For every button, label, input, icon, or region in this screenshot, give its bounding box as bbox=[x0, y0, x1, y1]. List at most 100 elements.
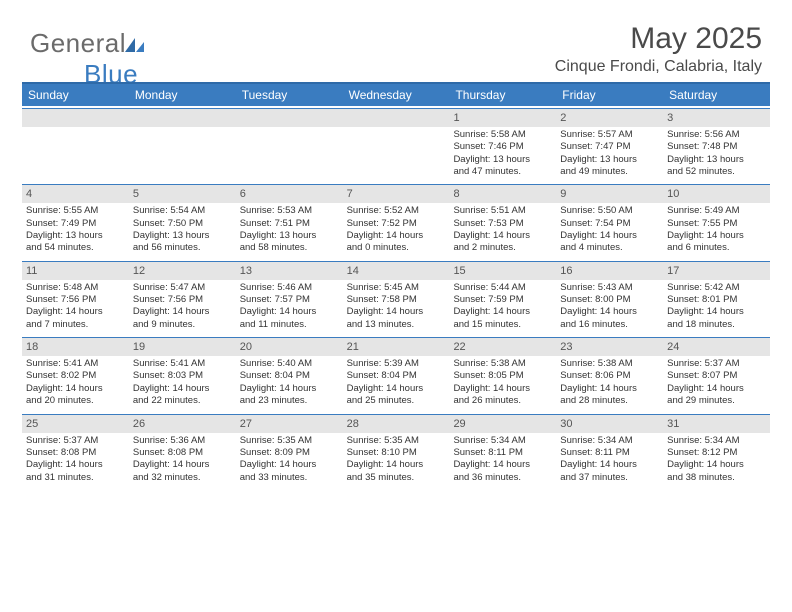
day-line: Sunset: 8:02 PM bbox=[26, 370, 125, 382]
day-cell: 3Sunrise: 5:56 AMSunset: 7:48 PMDaylight… bbox=[663, 106, 770, 182]
day-number bbox=[236, 108, 343, 127]
day-line: Sunrise: 5:40 AM bbox=[240, 358, 339, 370]
day-detail: Sunrise: 5:36 AMSunset: 8:08 PMDaylight:… bbox=[133, 435, 232, 484]
brand-sail-icon bbox=[124, 36, 146, 54]
day-detail: Sunrise: 5:40 AMSunset: 8:04 PMDaylight:… bbox=[240, 358, 339, 407]
day-cell bbox=[343, 106, 450, 182]
day-line: Daylight: 14 hours bbox=[26, 383, 125, 395]
day-line: Sunset: 8:03 PM bbox=[133, 370, 232, 382]
day-number: 14 bbox=[343, 261, 450, 280]
day-line: and 56 minutes. bbox=[133, 242, 232, 254]
day-number bbox=[22, 108, 129, 127]
day-number: 22 bbox=[449, 337, 556, 356]
day-cell: 17Sunrise: 5:42 AMSunset: 8:01 PMDayligh… bbox=[663, 259, 770, 335]
day-cell: 13 Sunrise: 5:46 AMSunset: 7:57 PMDayligh… bbox=[236, 259, 343, 335]
day-detail: Sunrise: 5:41 AMSunset: 8:03 PMDaylight:… bbox=[133, 358, 232, 407]
day-detail: Sunrise: 5:53 AMSunset: 7:51 PMDaylight:… bbox=[240, 205, 339, 254]
day-cell: 30Sunrise: 5:34 AMSunset: 8:11 PMDayligh… bbox=[556, 412, 663, 488]
day-line: and 37 minutes. bbox=[560, 472, 659, 484]
day-line: Sunset: 7:56 PM bbox=[133, 294, 232, 306]
day-number: 5 bbox=[129, 184, 236, 203]
day-line: Sunrise: 5:54 AM bbox=[133, 205, 232, 217]
day-number: 23 bbox=[556, 337, 663, 356]
day-number: 27 bbox=[236, 414, 343, 433]
day-line: Sunset: 7:53 PM bbox=[453, 218, 552, 230]
day-line: and 16 minutes. bbox=[560, 319, 659, 331]
day-detail: Sunrise: 5:34 AMSunset: 8:11 PMDaylight:… bbox=[560, 435, 659, 484]
day-line: Sunset: 7:55 PM bbox=[667, 218, 766, 230]
day-line: and 6 minutes. bbox=[667, 242, 766, 254]
day-detail: Sunrise: 5:43 AMSunset: 8:00 PMDaylight:… bbox=[560, 282, 659, 331]
day-line: and 22 minutes. bbox=[133, 395, 232, 407]
day-line: and 15 minutes. bbox=[453, 319, 552, 331]
day-number: 16 bbox=[556, 261, 663, 280]
day-detail: Sunrise: 5:47 AMSunset: 7:56 PMDaylight:… bbox=[133, 282, 232, 331]
week-row: 18Sunrise: 5:41 AMSunset: 8:02 PMDayligh… bbox=[22, 335, 770, 411]
day-line: Daylight: 14 hours bbox=[133, 383, 232, 395]
day-line: Sunset: 8:07 PM bbox=[667, 370, 766, 382]
day-line: and 13 minutes. bbox=[347, 319, 446, 331]
day-line: and 31 minutes. bbox=[26, 472, 125, 484]
day-line: and 33 minutes. bbox=[240, 472, 339, 484]
day-cell: 26Sunrise: 5:36 AMSunset: 8:08 PMDayligh… bbox=[129, 412, 236, 488]
day-line: and 49 minutes. bbox=[560, 166, 659, 178]
day-line: and 23 minutes. bbox=[240, 395, 339, 407]
day-line: Daylight: 14 hours bbox=[26, 306, 125, 318]
day-cell: 27Sunrise: 5:35 AMSunset: 8:09 PMDayligh… bbox=[236, 412, 343, 488]
day-number: 11 bbox=[22, 261, 129, 280]
day-line: and 26 minutes. bbox=[453, 395, 552, 407]
calendar: SundayMondayTuesdayWednesdayThursdayFrid… bbox=[22, 82, 770, 488]
day-cell bbox=[129, 106, 236, 182]
day-line: Sunrise: 5:46 AM bbox=[240, 282, 339, 294]
day-line: Daylight: 14 hours bbox=[560, 459, 659, 471]
day-line: Sunset: 7:49 PM bbox=[26, 218, 125, 230]
day-number: 24 bbox=[663, 337, 770, 356]
day-line: Daylight: 14 hours bbox=[347, 459, 446, 471]
day-cell: 14Sunrise: 5:45 AMSunset: 7:58 PMDayligh… bbox=[343, 259, 450, 335]
day-header: Friday bbox=[556, 84, 663, 106]
day-number bbox=[343, 108, 450, 127]
day-line: Sunrise: 5:50 AM bbox=[560, 205, 659, 217]
day-line: Daylight: 14 hours bbox=[560, 383, 659, 395]
day-number: 6 bbox=[236, 184, 343, 203]
day-detail: Sunrise: 5:57 AMSunset: 7:47 PMDaylight:… bbox=[560, 129, 659, 178]
day-cell: 11Sunrise: 5:48 AMSunset: 7:56 PMDayligh… bbox=[22, 259, 129, 335]
day-line: Sunrise: 5:43 AM bbox=[560, 282, 659, 294]
day-detail: Sunrise: 5:46 AMSunset: 7:57 PMDaylight:… bbox=[240, 282, 339, 331]
day-header: Wednesday bbox=[343, 84, 450, 106]
day-line: Sunset: 7:59 PM bbox=[453, 294, 552, 306]
day-line: Sunrise: 5:37 AM bbox=[26, 435, 125, 447]
day-cell: 5 Sunrise: 5:54 AMSunset: 7:50 PMDaylight… bbox=[129, 182, 236, 258]
day-detail: Sunrise: 5:38 AMSunset: 8:05 PMDaylight:… bbox=[453, 358, 552, 407]
week-row: 1Sunrise: 5:58 AMSunset: 7:46 PMDaylight… bbox=[22, 106, 770, 182]
day-line: Sunset: 8:05 PM bbox=[453, 370, 552, 382]
day-line: Daylight: 13 hours bbox=[453, 154, 552, 166]
day-line: Daylight: 14 hours bbox=[453, 383, 552, 395]
day-detail: Sunrise: 5:56 AMSunset: 7:48 PMDaylight:… bbox=[667, 129, 766, 178]
day-line: Sunset: 7:47 PM bbox=[560, 141, 659, 153]
day-line: and 7 minutes. bbox=[26, 319, 125, 331]
day-line: Daylight: 14 hours bbox=[240, 459, 339, 471]
day-number: 13 bbox=[236, 261, 343, 280]
day-detail: Sunrise: 5:54 AMSunset: 7:50 PMDaylight:… bbox=[133, 205, 232, 254]
day-number: 12 bbox=[129, 261, 236, 280]
day-line: Sunrise: 5:35 AM bbox=[240, 435, 339, 447]
day-number: 2 bbox=[556, 108, 663, 127]
day-number: 1 bbox=[449, 108, 556, 127]
day-line: Sunrise: 5:34 AM bbox=[667, 435, 766, 447]
day-cell: 7Sunrise: 5:52 AMSunset: 7:52 PMDaylight… bbox=[343, 182, 450, 258]
day-number: 10 bbox=[663, 184, 770, 203]
day-cell: 25Sunrise: 5:37 AMSunset: 8:08 PMDayligh… bbox=[22, 412, 129, 488]
day-cell: 24Sunrise: 5:37 AMSunset: 8:07 PMDayligh… bbox=[663, 335, 770, 411]
day-detail: Sunrise: 5:35 AMSunset: 8:10 PMDaylight:… bbox=[347, 435, 446, 484]
day-line: Sunset: 7:54 PM bbox=[560, 218, 659, 230]
day-cell: 4Sunrise: 5:55 AMSunset: 7:49 PMDaylight… bbox=[22, 182, 129, 258]
day-line: Sunset: 7:58 PM bbox=[347, 294, 446, 306]
day-line: Sunset: 7:48 PM bbox=[667, 141, 766, 153]
day-cell bbox=[22, 106, 129, 182]
day-line: Daylight: 14 hours bbox=[453, 459, 552, 471]
day-cell: 19Sunrise: 5:41 AMSunset: 8:03 PMDayligh… bbox=[129, 335, 236, 411]
day-line: Daylight: 14 hours bbox=[667, 230, 766, 242]
day-line: Daylight: 14 hours bbox=[560, 306, 659, 318]
brand-word1: General bbox=[30, 28, 126, 58]
